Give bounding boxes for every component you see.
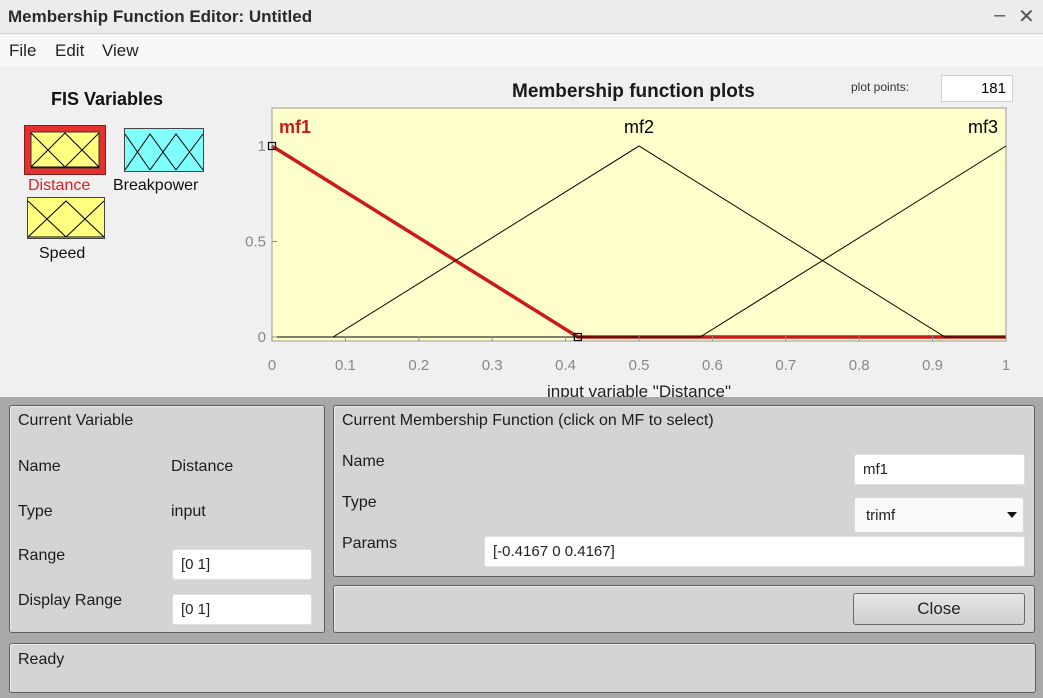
- current-mf-header: Current Membership Function (click on MF…: [342, 412, 714, 429]
- mf-name-label: Name: [342, 453, 385, 470]
- title-bar: Membership Function Editor: Untitled – ✕: [0, 0, 1043, 34]
- current-variable-header: Current Variable: [18, 412, 134, 429]
- mf-type-label: Type: [342, 494, 377, 511]
- x-axis-label: input variable "Distance": [547, 382, 731, 397]
- menu-edit[interactable]: Edit: [55, 41, 85, 60]
- x-tick-label: 1: [1002, 357, 1010, 374]
- fis-variables-title: FIS Variables: [51, 89, 164, 109]
- x-tick-label: 0.5: [629, 357, 650, 374]
- mf-params-input[interactable]: [484, 536, 1025, 567]
- status-panel: [9, 643, 1036, 693]
- display-range-label: Display Range: [18, 592, 123, 609]
- plot-area: [271, 107, 1007, 342]
- menu-file[interactable]: File: [9, 41, 37, 60]
- menu-bar: File Edit View: [0, 35, 1043, 67]
- range-input[interactable]: [172, 549, 312, 580]
- x-tick-label: 0.4: [555, 357, 576, 374]
- membership-function-plot[interactable]: mf1 mf2 mf3 0 0.1 0.2 0.3 0.4 0.5 0.6 0.7 0.8 0.9 1 0…: [230, 103, 1030, 397]
- window-title: Membership Function Editor: Untitled: [8, 7, 313, 26]
- mf-label-mf3[interactable]: mf3: [968, 117, 998, 137]
- close-button[interactable]: Close: [853, 593, 1025, 625]
- variable-speed-icon[interactable]: [27, 197, 105, 239]
- plot-title: Membership function plots: [512, 81, 755, 102]
- mf-type-dropdown[interactable]: trimf: [854, 497, 1024, 533]
- variable-name-label: Name: [18, 458, 61, 475]
- variable-name-value: Distance: [171, 458, 234, 475]
- x-tick-label: 0.2: [408, 357, 429, 374]
- variable-type-value: input: [171, 503, 206, 520]
- y-tick-label: 0: [258, 329, 266, 346]
- menu-view[interactable]: View: [102, 41, 139, 60]
- variable-distance-label[interactable]: Distance: [28, 177, 91, 194]
- mf-label-mf2[interactable]: mf2: [624, 117, 654, 137]
- mf-params-label: Params: [342, 535, 398, 552]
- variable-type-label: Type: [18, 503, 53, 520]
- variable-speed-label[interactable]: Speed: [39, 245, 86, 262]
- mf-label-mf1[interactable]: mf1: [279, 117, 311, 137]
- variable-breakpower-label[interactable]: Breakpower: [113, 177, 199, 194]
- display-range-input[interactable]: [172, 594, 312, 625]
- plot-points-label: plot points:: [851, 80, 910, 94]
- plot-points-input[interactable]: [941, 75, 1013, 102]
- x-tick-label: 0.1: [335, 357, 356, 374]
- close-icon[interactable]: ✕: [1018, 6, 1035, 28]
- y-tick-label: 1: [258, 138, 266, 155]
- mf-type-value: trimf: [866, 507, 896, 524]
- status-text: Ready: [18, 651, 65, 668]
- x-tick-label: 0.9: [922, 357, 943, 374]
- minimize-icon[interactable]: –: [994, 4, 1006, 26]
- range-label: Range: [18, 547, 66, 564]
- variable-breakpower-icon[interactable]: [124, 128, 204, 172]
- x-tick-label: 0.8: [849, 357, 870, 374]
- mf-curve-mf3[interactable]: [272, 145, 1007, 338]
- x-tick-label: 0.6: [702, 357, 723, 374]
- x-tick-label: 0.7: [775, 357, 796, 374]
- x-tick-label: 0.3: [482, 357, 503, 374]
- x-tick-label: 0: [268, 357, 276, 374]
- mf-name-input[interactable]: [854, 454, 1025, 485]
- chevron-down-icon: [1007, 512, 1017, 518]
- y-tick-label: 0.5: [245, 234, 266, 251]
- variable-distance-icon[interactable]: [24, 125, 106, 175]
